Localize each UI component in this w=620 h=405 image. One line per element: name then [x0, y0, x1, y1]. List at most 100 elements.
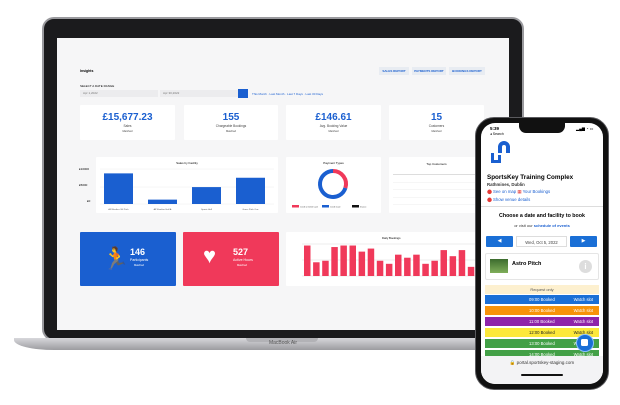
legend-label: Credit Card	[330, 205, 340, 208]
slot-time: 11:00 Booked	[529, 319, 555, 324]
slot-time: 13:00 Booked	[529, 341, 555, 346]
stat-sub: Matched	[328, 130, 339, 133]
your-bookings-link[interactable]: Your Bookings	[522, 189, 551, 194]
calendar-button[interactable]	[238, 89, 248, 98]
watch-slot-link[interactable]: Watch slot	[573, 297, 593, 302]
map-pin-icon: ⬤	[487, 189, 492, 194]
slot-time: 09:00 Booked	[529, 297, 555, 302]
status-time: 5:39	[490, 126, 500, 131]
watch-slot-link[interactable]: Watch slot	[573, 319, 593, 324]
facility-bar	[104, 173, 133, 204]
status-icons: ▂▄▆ ◔ ▭	[576, 126, 594, 131]
time-slot-row[interactable]: 11:00 Booked Watch slot	[485, 317, 599, 326]
pitch-photo	[490, 259, 508, 273]
legend-swatch	[292, 205, 299, 208]
url-text: portal.sportskey-staging.com	[516, 360, 575, 365]
time-slot-row[interactable]: 09:00 Booked Watch slot	[485, 295, 599, 304]
this-month-link[interactable]: This Month	[252, 92, 267, 96]
x-tick-label: Sports Hall	[201, 208, 212, 211]
schedule-of-events-link[interactable]: schedule of events	[533, 223, 570, 228]
back-to-search[interactable]: ◂ Search	[490, 132, 504, 136]
next-date-button[interactable]: ▶	[570, 236, 597, 247]
daily-bar	[449, 256, 457, 276]
dashboard-screen: Insights SALES REPORT PAYMENTS REPORT BO…	[57, 38, 509, 330]
active-hours-label: Active Hours	[233, 258, 253, 262]
daily-bar	[467, 266, 475, 276]
y-tick: £0	[87, 199, 91, 203]
time-slot-row[interactable]: 14:00 Booked Watch slot	[485, 350, 599, 359]
date-to-input[interactable]: Apr 30,2022	[160, 90, 238, 97]
prev-date-button[interactable]: ◀	[486, 236, 513, 247]
donut-slice	[318, 169, 348, 199]
chart-title: Sales by Facility	[176, 161, 198, 165]
show-venue-details-link[interactable]: Show venue details	[493, 197, 531, 202]
laptop-base	[14, 338, 548, 350]
payments-report-button[interactable]: PAYMENTS REPORT	[412, 67, 446, 75]
daily-bar	[349, 245, 356, 276]
bookings-report-button[interactable]: BOOKINGS REPORT	[449, 67, 485, 75]
sales-report-button[interactable]: SALES REPORT	[379, 67, 409, 75]
calendar-icon: ▦	[517, 189, 522, 194]
last-30-days-link[interactable]: Last 30 Days	[305, 92, 324, 96]
time-slot-row[interactable]: 12:00 Booked Watch slot	[485, 328, 599, 337]
date-from-input[interactable]: Apr 1,2022	[80, 90, 158, 97]
legend-label: Credit or Debit Card	[300, 205, 318, 208]
phone-screen: 5:39 ▂▄▆ ◔ ▭ ◂ Search SportsKey Training…	[481, 123, 603, 384]
time-slot-row[interactable]: 10:00 Booked Watch slot	[485, 306, 599, 315]
daily-bar	[458, 250, 466, 276]
visit-prefix: or visit our	[514, 223, 533, 228]
active-hours-sub: Matched	[237, 264, 247, 267]
legend-swatch	[352, 205, 359, 208]
daily-bar	[322, 260, 329, 276]
home-indicator	[521, 374, 563, 376]
x-tick-label: All Weather 3G Pitch	[108, 208, 129, 211]
participants-card: 🏃 146 Participants Matched	[80, 232, 176, 286]
daily-bar	[404, 257, 411, 276]
top-customers-table: Top Customers	[389, 157, 484, 213]
url-bar[interactable]: 🔒 portal.sportskey-staging.com	[509, 360, 575, 365]
info-icon[interactable]: i	[579, 260, 592, 273]
laptop-hinge-notch	[246, 338, 318, 342]
chart-title: Daily Bookings	[382, 236, 401, 240]
watch-slot-link[interactable]: Watch slot	[573, 308, 593, 313]
stat-value: £15,677.23	[102, 112, 153, 123]
daily-bar	[431, 260, 438, 276]
divider	[481, 206, 603, 207]
laptop-model-label: MacBook Air	[268, 340, 298, 346]
active-hours-card: ♥ 527 Active Hours Matched	[183, 232, 279, 286]
payment-types-chart: Payment Types Credit or Debit Card Credit…	[286, 157, 381, 213]
watch-slot-link[interactable]: Watch slot	[573, 330, 593, 335]
y-tick: £5000	[79, 183, 88, 187]
active-hours-value: 527	[233, 247, 249, 257]
stat-value: 15	[430, 112, 443, 123]
last-7-days-link[interactable]: Last 7 Days	[287, 92, 303, 96]
stat-card-customers: 15 Customers Matched	[389, 105, 484, 140]
running-person-icon: 🏃	[102, 246, 130, 271]
watch-slot-link[interactable]: Watch slot	[573, 352, 593, 357]
daily-bar	[340, 245, 347, 276]
arrow-right-icon: ▶	[581, 238, 586, 244]
date-range-label: SELECT A DATE RANGE	[80, 84, 115, 88]
see-on-map-link[interactable]: See on map	[493, 189, 517, 194]
top-customers-rows	[393, 174, 479, 210]
last-month-link[interactable]: Last Month	[269, 92, 285, 96]
facility-bar	[192, 187, 221, 204]
chart-title: Top Customers	[426, 162, 447, 166]
stat-card-sales: £15,677.23 Sales Matched	[80, 105, 175, 140]
daily-bar	[358, 251, 366, 276]
sales-by-facility-chart: Sales by Facility All Weather 3G Pitch Al…	[96, 157, 278, 213]
stat-label: Avg. Booking Value	[319, 124, 348, 128]
slot-time: 10:00 Booked	[529, 308, 555, 313]
participants-value: 146	[130, 247, 146, 257]
daily-bar	[376, 260, 384, 276]
stat-label: Chargeable Bookings	[215, 124, 247, 128]
venue-location: Rathmines, Dublin	[487, 182, 525, 187]
facility-bar	[236, 177, 265, 204]
stat-value: 155	[222, 112, 240, 123]
facility-card[interactable]: Astro Pitch i	[485, 253, 599, 280]
y-tick: £10000	[79, 167, 90, 171]
chat-button[interactable]	[576, 334, 594, 352]
date-picker[interactable]: Wed, Oct 5, 2022	[516, 236, 567, 247]
stat-card-avg-value: £146.61 Avg. Booking Value Matched	[286, 105, 381, 140]
daily-bar	[413, 254, 420, 276]
